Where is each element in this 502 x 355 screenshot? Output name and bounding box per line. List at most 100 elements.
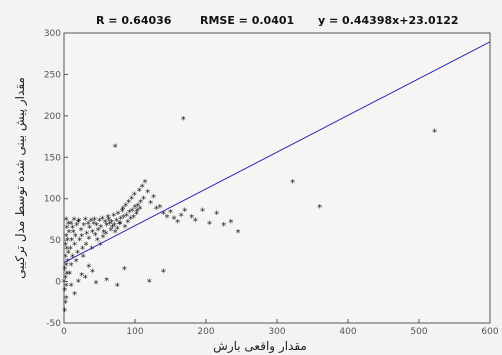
data-point: * — [72, 240, 77, 251]
data-point: * — [71, 228, 76, 239]
data-point: * — [137, 186, 142, 197]
data-point: * — [140, 182, 145, 193]
data-point: * — [94, 221, 99, 232]
data-point: * — [63, 298, 68, 309]
data-point: * — [104, 276, 109, 287]
data-point: * — [115, 210, 120, 221]
data-point: * — [74, 257, 79, 268]
data-point: * — [89, 244, 94, 255]
data-point: * — [135, 206, 140, 217]
data-point: * — [68, 244, 73, 255]
data-point: * — [66, 249, 71, 260]
data-point: * — [121, 213, 126, 224]
data-point: * — [134, 210, 139, 221]
y-tick-label: 200 — [44, 112, 61, 122]
data-point: * — [92, 215, 97, 226]
data-point: * — [63, 253, 68, 264]
data-point: * — [69, 220, 74, 231]
data-point: * — [96, 226, 101, 237]
data-point: * — [67, 269, 72, 280]
data-point: * — [118, 220, 123, 231]
data-point: * — [93, 231, 98, 242]
data-point: * — [84, 230, 89, 241]
data-point: * — [86, 234, 91, 245]
data-point: * — [71, 215, 76, 226]
data-point: * — [124, 211, 129, 222]
data-point: * — [81, 253, 86, 264]
data-point: * — [104, 221, 109, 232]
data-point: * — [100, 215, 105, 226]
data-point: * — [66, 220, 71, 231]
data-point: * — [69, 261, 74, 272]
data-point: * — [86, 220, 91, 231]
data-point: * — [432, 128, 437, 139]
data-point: * — [103, 230, 108, 241]
data-point: * — [72, 290, 77, 301]
data-point: * — [79, 232, 84, 243]
data-point: * — [64, 282, 69, 293]
data-point: * — [103, 218, 108, 229]
data-point: * — [66, 228, 71, 239]
data-point: * — [110, 223, 115, 234]
x-tick-label: 400 — [339, 327, 356, 337]
data-point: * — [115, 282, 120, 293]
data-point: * — [91, 220, 96, 231]
x-tick-label: 500 — [410, 327, 427, 337]
data-point: * — [77, 236, 82, 247]
data-point: * — [142, 178, 147, 189]
data-point: * — [129, 195, 134, 206]
data-point: * — [123, 223, 128, 234]
data-point: * — [76, 278, 81, 289]
data-point: * — [181, 115, 186, 126]
data-point: * — [65, 257, 70, 268]
data-point: * — [164, 213, 169, 224]
data-point: * — [64, 269, 69, 280]
x-tick-label: 200 — [197, 327, 214, 337]
data-point: * — [221, 221, 226, 232]
data-point: * — [127, 208, 132, 219]
data-point: * — [84, 240, 89, 251]
y-tick-label: 250 — [44, 70, 61, 80]
data-point: * — [65, 236, 70, 247]
data-point: * — [120, 207, 125, 218]
data-point: * — [87, 224, 92, 235]
data-point: * — [113, 228, 118, 239]
data-point: * — [62, 307, 67, 318]
data-point: * — [111, 211, 116, 222]
data-point: * — [141, 195, 146, 206]
data-point: * — [157, 203, 162, 214]
data-point: * — [79, 226, 84, 237]
data-point: * — [98, 223, 103, 234]
data-point: * — [290, 178, 295, 189]
data-point: * — [95, 236, 100, 247]
data-point: * — [228, 218, 233, 229]
y-tick-label: -50 — [46, 319, 61, 329]
data-point: * — [106, 213, 111, 224]
x-tick-label: 0 — [61, 327, 67, 337]
data-point: * — [98, 240, 103, 251]
data-point: * — [64, 215, 69, 226]
data-point: * — [147, 278, 152, 289]
y-axis-ticks: -50 0 50 100 150 200 250 300 — [44, 29, 68, 329]
data-point: * — [112, 221, 117, 232]
y-tick-label: 300 — [44, 29, 61, 39]
data-point: * — [154, 205, 159, 216]
data-point: * — [207, 220, 212, 231]
data-point: * — [161, 210, 166, 221]
data-point: * — [108, 226, 113, 237]
data-point: * — [70, 224, 75, 235]
data-point: * — [128, 215, 133, 226]
data-point: * — [81, 221, 86, 232]
data-point: * — [133, 203, 138, 214]
data-point: * — [90, 228, 95, 239]
data-point: * — [135, 201, 140, 212]
data-point: * — [73, 232, 78, 243]
data-point: * — [118, 215, 123, 226]
data-point: * — [101, 228, 106, 239]
points-layer: ****************************************… — [62, 115, 438, 317]
data-point: * — [193, 216, 198, 227]
data-point: * — [62, 265, 67, 276]
data-point: * — [113, 143, 118, 154]
data-point: * — [62, 286, 67, 297]
